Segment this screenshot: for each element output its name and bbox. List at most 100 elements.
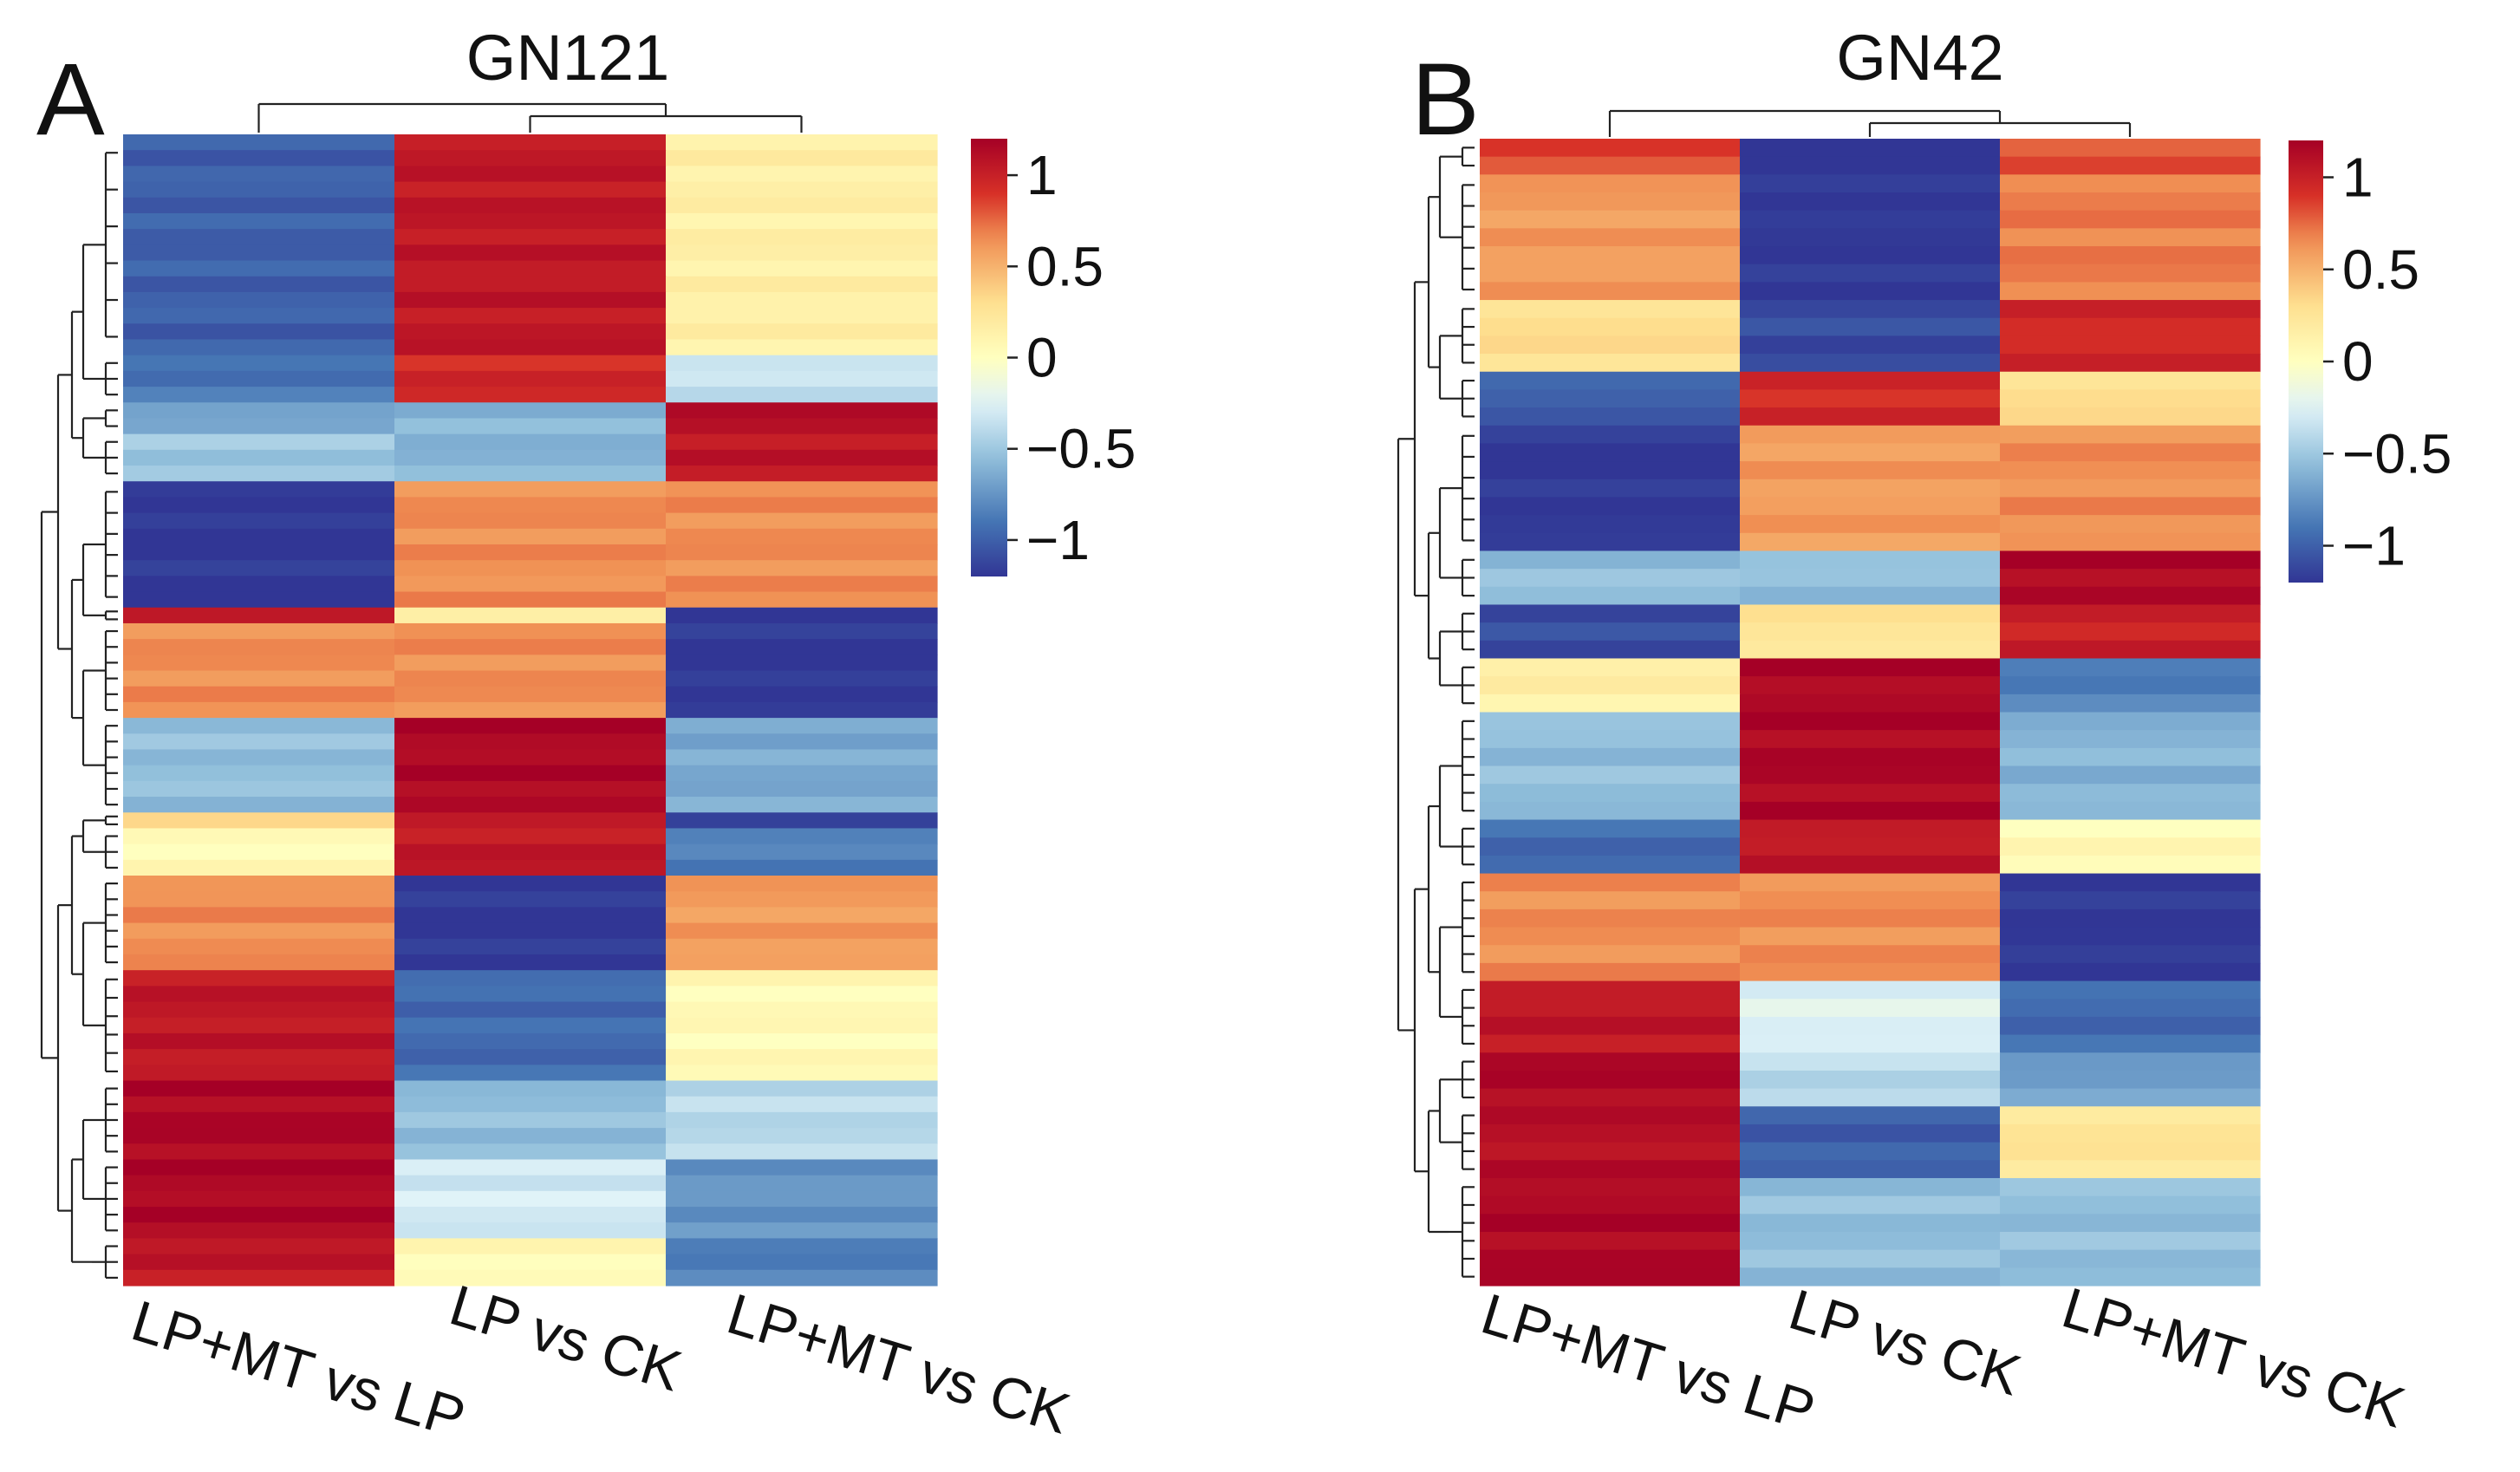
heatmap-cell-b1-c1 [1740, 228, 2001, 247]
heatmap-cell-b7-c2 [666, 780, 938, 798]
heatmap-cell-b1-c0 [1480, 228, 1741, 247]
heatmap-cell-b10-c2 [666, 922, 938, 940]
heatmap-cell-b4-c0 [1480, 461, 1741, 480]
heatmap-cell-b3-c2 [2000, 407, 2261, 427]
heatmap-cell-b9-c1 [1740, 819, 2001, 838]
heatmap-cell-b1-c2 [2000, 264, 2261, 283]
heatmap-cell-b0-c1 [394, 181, 667, 199]
heatmap-cell-b1-c1 [1740, 174, 2001, 193]
heatmap-cell-b0-c2 [2000, 139, 2261, 158]
heatmap-cell-b10-c2 [666, 891, 938, 908]
heatmap-cell-b7-c0 [123, 733, 395, 751]
heatmap-cell-b14-c1 [1740, 1267, 2001, 1286]
heatmap-cell-b4-c1 [394, 528, 667, 545]
colorbar-tick-label-4: −1 [2342, 515, 2406, 577]
heatmap-cell-b14-c0 [1480, 1195, 1741, 1215]
heatmap-cell-b4-c1 [1740, 461, 2001, 480]
heatmap-cell-b8-c0 [1480, 712, 1741, 731]
panel-letter: B [1411, 42, 1480, 157]
heatmap-cell-b14-c1 [1740, 1195, 2001, 1215]
heatmap-cell-b9-c2 [2000, 819, 2261, 838]
heatmap-cell-b12-c0 [1480, 1070, 1741, 1090]
column-label-2: LP+MT vs CK [720, 1281, 1078, 1446]
heatmap-cell-b1-c1 [1740, 246, 2001, 265]
heatmap-cells [1480, 139, 2261, 1286]
heatmap-cell-b10-c1 [394, 907, 667, 924]
heatmap-cell-b14-c1 [394, 1238, 667, 1255]
heatmap-cell-b12-c1 [394, 1143, 667, 1161]
heatmap-cell-b13-c1 [1740, 1124, 2001, 1143]
heatmap-cell-b7-c2 [666, 749, 938, 766]
row-dendrogram [1397, 147, 1475, 1278]
heatmap-cell-b0-c2 [666, 197, 938, 214]
heatmap-cell-b5-c2 [2000, 569, 2261, 588]
heatmap-cell-b11-c0 [1480, 1034, 1741, 1053]
heatmap-cell-b5-c1 [1740, 550, 2001, 570]
heatmap-cell-b9-c1 [1740, 855, 2001, 875]
heatmap-cell-b0-c2 [666, 229, 938, 245]
heatmap-cell-b3-c0 [123, 466, 395, 482]
heatmap-cell-b12-c2 [666, 1111, 938, 1129]
heatmap-cell-b0-c0 [123, 323, 395, 341]
heatmap-cell-b13-c1 [394, 1190, 667, 1208]
heatmap-cell-b2-c0 [1480, 317, 1741, 336]
heatmap-cell-b4-c1 [394, 560, 667, 576]
heatmap-cell-b14-c0 [1480, 1214, 1741, 1233]
heatmap-cell-b12-c2 [666, 1143, 938, 1161]
heatmap-cell-b10-c1 [1740, 962, 2001, 982]
heatmap-cell-b11-c1 [1740, 1016, 2001, 1036]
heatmap-cell-b1-c0 [1480, 192, 1741, 212]
heatmap-cell-b12-c2 [2000, 1052, 2261, 1071]
heatmap-cell-b4-c1 [1740, 532, 2001, 552]
heatmap-cell-b10-c0 [1480, 891, 1741, 910]
heatmap-cell-b14-c2 [666, 1269, 938, 1286]
heatmap-cell-b4-c2 [2000, 425, 2261, 445]
heatmap-cell-b4-c2 [666, 591, 938, 609]
heatmap-cell-b6-c2 [666, 639, 938, 655]
heatmap-cell-b14-c2 [2000, 1267, 2261, 1286]
heatmap-cell-b1-c1 [1740, 192, 2001, 212]
heatmap-cell-b5-c2 [2000, 586, 2261, 606]
heatmap-cell-b3-c1 [1740, 407, 2001, 427]
heatmap-cell-b2-c1 [1740, 300, 2001, 319]
heatmap-cell-b11-c0 [123, 1065, 395, 1082]
heatmap-cell-b2-c0 [123, 418, 395, 435]
heatmap-cell-b4-c1 [1740, 443, 2001, 462]
heatmap-cell-b6-c1 [1740, 640, 2001, 660]
heatmap-cell-b10-c0 [1480, 945, 1741, 964]
heatmap-cell-b4-c0 [123, 528, 395, 545]
heatmap-cell-b11-c2 [2000, 1016, 2261, 1036]
heatmap-cell-b13-c2 [2000, 1106, 2261, 1125]
heatmap-cell-b4-c2 [666, 528, 938, 545]
heatmap-cell-b4-c2 [2000, 479, 2261, 498]
heatmap-cell-b1-c2 [666, 355, 938, 372]
heatmap-cell-b14-c0 [123, 1254, 395, 1271]
heatmap-cell-b9-c1 [394, 828, 667, 845]
colorbar-tick-label-3: −0.5 [1026, 418, 1136, 480]
heatmap-cell-b14-c2 [666, 1238, 938, 1255]
heatmap-cell-b10-c0 [1480, 962, 1741, 982]
heatmap-cell-b0-c1 [394, 212, 667, 230]
heatmap-cell-b0-c2 [666, 134, 938, 151]
colorbar-tick-label-4: −1 [1026, 509, 1090, 571]
heatmap-cell-b14-c0 [1480, 1177, 1741, 1197]
heatmap-cell-b11-c1 [394, 1017, 667, 1034]
heatmap-cell-b10-c0 [123, 907, 395, 924]
heatmap-cell-b4-c0 [1480, 532, 1741, 552]
heatmap-cell-b11-c0 [1480, 999, 1741, 1018]
heatmap-cell-b10-c2 [2000, 945, 2261, 964]
heatmap-cell-b9-c1 [1740, 837, 2001, 856]
heatmap-cell-b1-c0 [1480, 282, 1741, 301]
heatmap-cell-b12-c0 [1480, 1088, 1741, 1107]
heatmap-cell-b1-c2 [2000, 282, 2261, 301]
heatmap-cell-b2-c1 [394, 402, 667, 420]
heatmap-cell-b6-c1 [394, 622, 667, 640]
heatmap-cell-b10-c0 [123, 891, 395, 908]
heatmap-cell-b7-c0 [123, 797, 395, 813]
heatmap-cell-b4-c1 [1740, 515, 2001, 534]
heatmap-cell-b6-c2 [666, 686, 938, 703]
heatmap-cell-b10-c0 [123, 876, 395, 892]
heatmap-cell-b4-c0 [123, 497, 395, 514]
heatmap-cell-b10-c2 [2000, 891, 2261, 910]
